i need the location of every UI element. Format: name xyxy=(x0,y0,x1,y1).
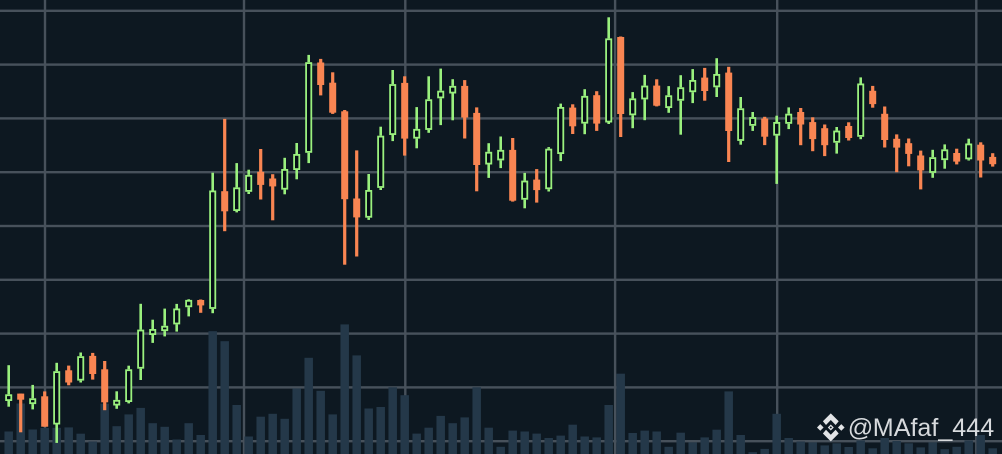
svg-text:MAfaf_444: MAfaf_444 xyxy=(873,414,994,442)
svg-text:@: @ xyxy=(848,414,873,442)
